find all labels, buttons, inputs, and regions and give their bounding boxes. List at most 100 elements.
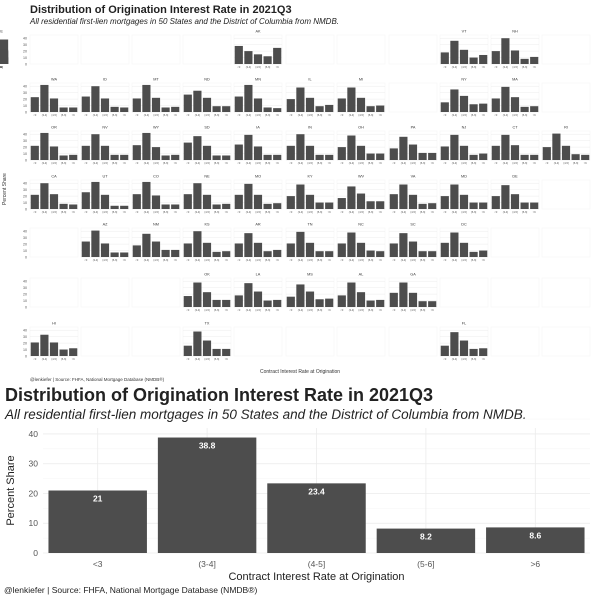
state-bar (234, 243, 243, 257)
facet-panel (336, 326, 386, 357)
state-bar (408, 144, 418, 160)
state-x-tick-label: <3 (443, 113, 447, 117)
state-bar (542, 147, 551, 160)
state-x-tick-label: <3 (84, 161, 88, 165)
state-x-tick-label: >6 (482, 161, 486, 165)
state-x-tick-label: (5-6] (214, 258, 220, 262)
state-x-tick-label: >6 (123, 161, 127, 165)
state-bar (263, 300, 272, 307)
state-bar (69, 204, 78, 209)
state-tile-ok: OK <3 (3-4] (4-5] (5-6] >6 (183, 273, 231, 312)
state-tile-mt: MT <3 (3-4] (4-5] (5-6] >6 (132, 78, 180, 117)
state-bar (469, 104, 478, 112)
state-x-tick-label: (3-4] (144, 258, 150, 262)
state-bar (376, 251, 385, 257)
state-bar (286, 99, 295, 112)
state-x-tick-label: (4-5] (255, 210, 261, 214)
state-bar (389, 194, 398, 209)
state-bar (305, 145, 315, 160)
state-bar (366, 300, 375, 307)
small-multiples-subtitle: All residential first-lien mortgages in … (30, 17, 340, 26)
bar-value-label: 38.8 (199, 441, 216, 451)
state-x-tick-label: (5-6] (471, 258, 477, 262)
state-x-tick-label: (3-4] (349, 258, 355, 262)
facet-panel (388, 34, 438, 65)
state-bar (561, 145, 571, 160)
state-x-tick-label: (3-4] (195, 357, 201, 361)
state-label: AL (359, 273, 364, 277)
state-bar (244, 183, 253, 209)
state-label: RI (564, 126, 568, 130)
state-bar (69, 154, 78, 160)
state-tile-la: LA <3 (3-4] (4-5] (5-6] >6 (234, 273, 282, 312)
state-bar (110, 106, 119, 112)
state-bar (151, 97, 161, 112)
state-tile-pa: PA <3 (3-4] (4-5] (5-6] >6 (389, 126, 437, 165)
state-x-tick-label: <3 (340, 113, 344, 117)
state-x-tick-label: >6 (72, 210, 76, 214)
state-x-tick-label: (4-5] (307, 308, 313, 312)
state-bar (0, 56, 9, 64)
state-x-tick-label: <3 (340, 258, 344, 262)
state-x-tick-label: <3 (443, 65, 447, 69)
facet-y-tick-label: 20 (23, 97, 27, 101)
state-x-tick-label: (3-4] (144, 113, 150, 117)
state-bar (337, 198, 346, 209)
state-bar (325, 298, 334, 307)
state-bar (234, 144, 243, 160)
state-bar (376, 201, 385, 209)
state-x-tick-label: >6 (379, 210, 383, 214)
facet-y-tick-label: 10 (23, 56, 27, 60)
small-multiples-chart: Distribution of Origination Interest Rat… (0, 4, 591, 382)
state-bar (296, 87, 305, 112)
state-bar (212, 106, 221, 112)
facet-panel (285, 326, 335, 357)
state-bar (132, 194, 141, 209)
state-bar (253, 291, 263, 307)
state-bar (469, 348, 478, 356)
bar (486, 527, 585, 553)
state-bar (253, 194, 263, 209)
state-bar (479, 103, 488, 112)
state-bar (49, 194, 59, 209)
state-x-tick-label: >6 (533, 113, 537, 117)
state-x-tick-label: (4-5] (358, 308, 364, 312)
state-label: KS (204, 223, 210, 227)
state-bar (450, 184, 459, 209)
state-bar (356, 292, 366, 307)
state-bar (337, 243, 346, 257)
state-bar (418, 152, 427, 160)
state-x-tick-label: >6 (225, 210, 229, 214)
y-tick-label: 0 (33, 548, 38, 558)
state-x-tick-label: >6 (328, 161, 332, 165)
state-x-tick-label: (3-4] (298, 308, 304, 312)
state-label: NY (461, 78, 467, 82)
state-bar (469, 202, 478, 209)
state-x-tick-label: (5-6] (420, 161, 426, 165)
state-bar (459, 49, 469, 64)
state-bar (222, 251, 231, 257)
state-bar (347, 87, 356, 112)
facet-y-tick-label: 0 (25, 255, 27, 259)
state-label: CT (512, 126, 518, 130)
state-label: SC (410, 223, 416, 227)
state-bar (469, 154, 478, 160)
state-x-tick-label: (4-5] (51, 357, 57, 361)
state-x-tick-label: >6 (533, 210, 537, 214)
state-x-tick-label: (5-6] (61, 161, 67, 165)
state-x-tick-label: (4-5] (255, 308, 261, 312)
state-x-tick-label: (4-5] (410, 308, 416, 312)
state-x-tick-label: (5-6] (265, 113, 271, 117)
state-label: WY (153, 126, 160, 130)
state-bar (100, 98, 110, 112)
state-bar (389, 292, 398, 307)
x-axis-label: Contract Interest Rate at Origination (228, 571, 404, 583)
state-bar (325, 202, 334, 209)
state-bar (440, 345, 449, 356)
state-x-tick-label: (5-6] (522, 65, 528, 69)
state-x-tick-label: (5-6] (214, 308, 220, 312)
state-x-tick-label: <3 (186, 210, 190, 214)
state-tile-nc: NC <3 (3-4] (4-5] (5-6] >6 (337, 223, 385, 262)
y-tick-label: 20 (29, 488, 39, 498)
state-x-tick-label: (3-4] (452, 258, 458, 262)
